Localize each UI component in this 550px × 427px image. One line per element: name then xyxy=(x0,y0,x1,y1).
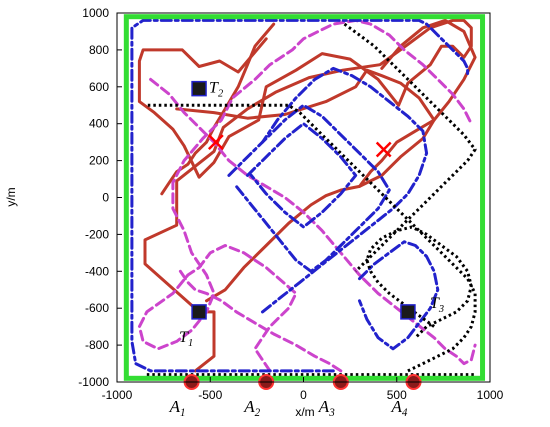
x-tick-label: 0 xyxy=(300,388,307,402)
y-tick-label: 200 xyxy=(89,154,109,168)
series-line-agent-1-path-d xyxy=(358,18,477,188)
y-tick-label: -200 xyxy=(85,227,109,241)
series-line-agent-1-path xyxy=(137,18,473,373)
series-line-agent-3-path xyxy=(130,18,470,373)
target-label: T1 xyxy=(179,329,193,349)
series-line-agent-2-path-b xyxy=(149,77,477,366)
target-marker xyxy=(400,304,416,320)
x-tick-label: -1000 xyxy=(102,388,133,402)
y-tick-label: -800 xyxy=(85,338,109,352)
target-T2: T2 xyxy=(191,80,223,100)
series-line-agent-3-path-e xyxy=(261,66,429,314)
agent-label: A1 xyxy=(169,397,186,419)
y-tick-label: -1000 xyxy=(78,375,109,389)
series-line-agent-2-path-c xyxy=(178,269,343,373)
intersection-cross-2 xyxy=(375,141,392,158)
target-marker xyxy=(191,80,207,97)
target-label: T2 xyxy=(209,80,223,100)
agent-label: A2 xyxy=(243,397,260,419)
y-tick-label: -600 xyxy=(85,301,109,315)
series-line-agent-4-path-b xyxy=(343,22,477,273)
boundary-layer xyxy=(123,14,486,381)
x-tick-label: 500 xyxy=(387,388,407,402)
agent-label: A3 xyxy=(318,397,335,419)
y-tick-label: 600 xyxy=(89,80,109,94)
y-tick-label: 800 xyxy=(89,43,109,57)
y-axis-label: y/m xyxy=(4,187,18,206)
series-line-agent-3-path-c xyxy=(246,122,358,229)
x-tick-label: 1000 xyxy=(477,388,504,402)
agent-label: A4 xyxy=(391,397,408,419)
y-tick-label: 0 xyxy=(102,191,109,205)
intersection-cross-1 xyxy=(207,134,224,151)
y-tick-label: -400 xyxy=(85,264,109,278)
target-marker xyxy=(191,304,207,320)
series-line-agent-2-path xyxy=(137,18,473,373)
series-line-agent-3-path-d xyxy=(358,240,440,351)
x-tick-label: -500 xyxy=(198,388,222,402)
series-line-agent-4-path-d xyxy=(365,225,473,339)
target-T1: T1 xyxy=(179,304,207,349)
target-label: T3 xyxy=(430,295,444,315)
y-tick-label: 1000 xyxy=(82,6,109,20)
x-axis-label: x/m xyxy=(295,405,314,419)
series-line-agent-3-path-b xyxy=(227,103,391,273)
tick-layer: -1000 -500 0 500 1000 -1000 -800 -600 -400 -200 0 2… xyxy=(78,6,503,402)
target-T3: T3 xyxy=(400,295,444,320)
search-area-boundary xyxy=(123,14,486,381)
y-tick-label: 400 xyxy=(89,117,109,131)
